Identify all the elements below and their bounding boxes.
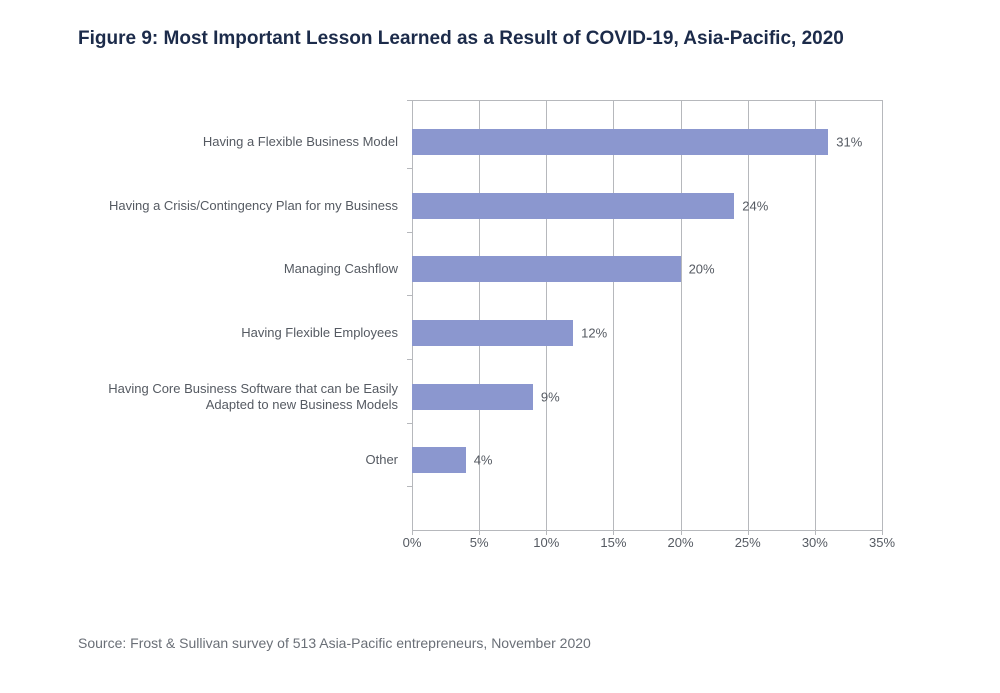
x-axis-line: [412, 530, 882, 531]
value-label: 24%: [742, 198, 768, 213]
chart-row: Having a Crisis/Contingency Plan for my …: [100, 176, 920, 236]
chart-row: Having a Flexible Business Model 31%: [100, 112, 920, 172]
chart-row: Other 4%: [100, 430, 920, 490]
chart-row: Having Flexible Employees 12%: [100, 303, 920, 363]
x-axis-label: 5%: [470, 535, 489, 550]
y-tick: [407, 486, 412, 487]
value-label: 12%: [581, 326, 607, 341]
y-tick: [407, 100, 412, 101]
x-axis-label: 20%: [668, 535, 694, 550]
y-tick: [407, 168, 412, 169]
x-axis-label: 25%: [735, 535, 761, 550]
category-label: Managing Cashflow: [100, 261, 398, 277]
x-axis-label: 0%: [403, 535, 422, 550]
chart-row: Having Core Business Software that can b…: [100, 367, 920, 427]
x-axis-label: 35%: [869, 535, 895, 550]
bar: [412, 256, 681, 282]
figure-title: Figure 9: Most Important Lesson Learned …: [78, 28, 844, 50]
category-label: Having Core Business Software that can b…: [100, 380, 398, 413]
value-label: 4%: [474, 453, 493, 468]
chart-area: 0% 5% 10% 15% 20% 25% 30% 35% Having a Flexible …: [100, 90, 920, 600]
bar: [412, 193, 734, 219]
x-axis-label: 10%: [533, 535, 559, 550]
source-caption: Source: Frost & Sullivan survey of 513 A…: [78, 635, 591, 651]
bar: [412, 447, 466, 473]
y-tick: [407, 423, 412, 424]
y-tick: [407, 295, 412, 296]
bar: [412, 129, 828, 155]
chart-row: Managing Cashflow 20%: [100, 239, 920, 299]
bar: [412, 320, 573, 346]
category-label: Having a Crisis/Contingency Plan for my …: [100, 198, 398, 214]
category-label: Other: [100, 452, 398, 468]
x-axis-label: 30%: [802, 535, 828, 550]
x-axis-label: 15%: [600, 535, 626, 550]
y-tick: [407, 359, 412, 360]
value-label: 9%: [541, 389, 560, 404]
y-tick: [407, 232, 412, 233]
value-label: 20%: [689, 262, 715, 277]
category-label: Having a Flexible Business Model: [100, 134, 398, 150]
category-label: Having Flexible Employees: [100, 325, 398, 341]
value-label: 31%: [836, 135, 862, 150]
bar: [412, 384, 533, 410]
